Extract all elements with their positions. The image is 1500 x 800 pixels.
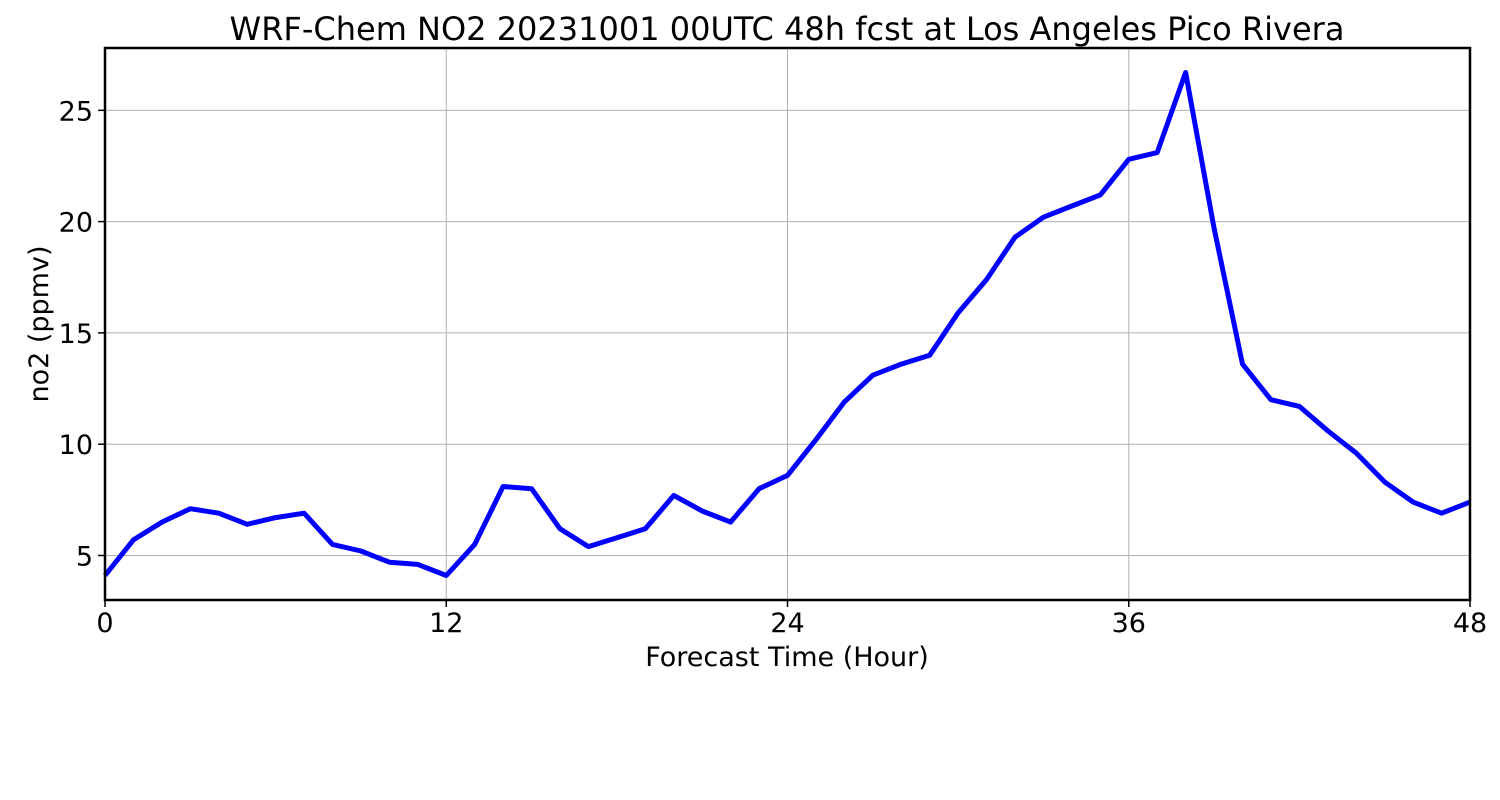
y-tick-label: 20 — [59, 208, 93, 239]
chart-title: WRF-Chem NO2 20231001 00UTC 48h fcst at … — [230, 10, 1345, 48]
y-tick-label: 5 — [76, 541, 93, 572]
x-tick-label: 12 — [429, 608, 463, 639]
x-axis-label: Forecast Time (Hour) — [645, 642, 929, 673]
y-tick-label: 25 — [59, 96, 93, 127]
series-layer — [103, 70, 1471, 578]
x-tick-label: 48 — [1453, 608, 1487, 639]
y-tick-label: 15 — [59, 319, 93, 350]
no2-series-line — [103, 70, 1471, 578]
x-tick-label: 0 — [96, 608, 113, 639]
axis-ticks: 0 12 24 36 48 5 10 15 20 25 — [59, 96, 1488, 639]
x-tick-label: 36 — [1112, 608, 1146, 639]
x-tick-label: 24 — [770, 608, 804, 639]
y-axis-label: no2 (ppmv) — [24, 245, 55, 402]
y-tick-label: 10 — [59, 430, 93, 461]
